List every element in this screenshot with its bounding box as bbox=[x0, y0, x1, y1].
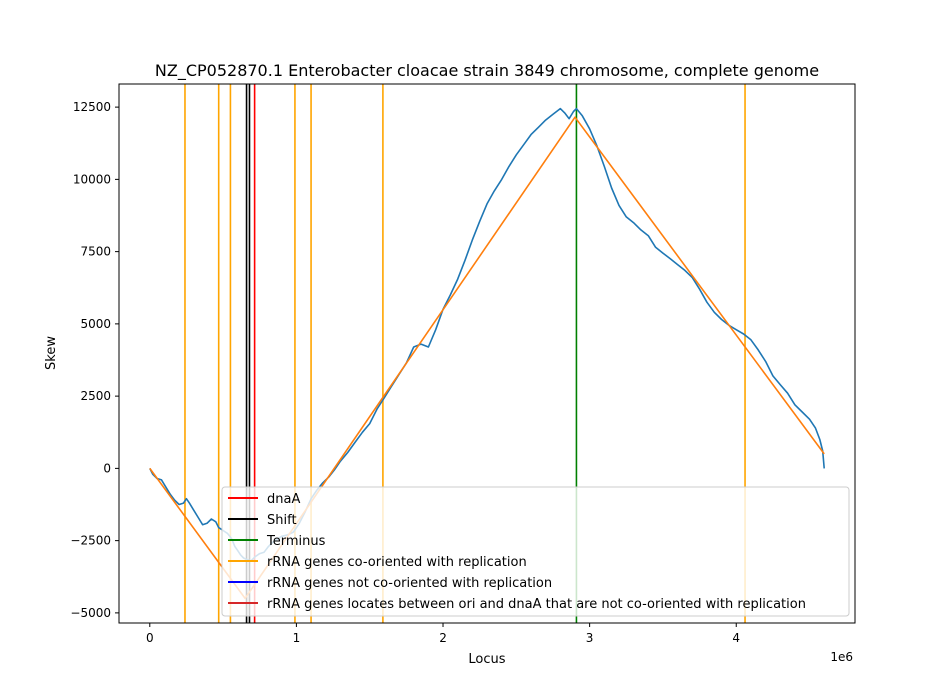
y-axis-ticks: −5000 −2500 0 2500 5000 7500 10000 12500 bbox=[70, 100, 119, 620]
legend-label: rRNA genes locates between ori and dnaA … bbox=[267, 597, 806, 612]
chart-title: NZ_CP052870.1 Enterobacter cloacae strai… bbox=[155, 61, 819, 81]
y-tick-label: 7500 bbox=[80, 245, 111, 259]
legend-label: dnaA bbox=[267, 492, 300, 507]
x-tick-label: 4 bbox=[732, 631, 740, 645]
plot-frame bbox=[118, 83, 856, 624]
legend-label: Shift bbox=[267, 513, 297, 528]
x-tick-label: 3 bbox=[586, 631, 594, 645]
y-tick-label: 2500 bbox=[80, 389, 111, 403]
x-tick-label: 1 bbox=[293, 631, 301, 645]
legend: dnaA Shift Terminus rRNA genes co-oriented … bbox=[221, 486, 850, 617]
fit-line bbox=[149, 116, 825, 600]
y-tick-label: 10000 bbox=[73, 172, 111, 186]
x-tick-label: 0 bbox=[146, 631, 154, 645]
y-tick-label: 12500 bbox=[73, 100, 111, 114]
x-axis-offset-label: 1e6 bbox=[830, 650, 853, 664]
legend-label: Terminus bbox=[266, 534, 326, 549]
y-tick-label: −5000 bbox=[70, 606, 111, 620]
legend-label: rRNA genes not co-oriented with replicat… bbox=[267, 576, 552, 591]
y-tick-label: 0 bbox=[103, 461, 111, 475]
y-axis-label: Skew bbox=[44, 336, 59, 370]
x-tick-label: 2 bbox=[439, 631, 447, 645]
x-axis-label: Locus bbox=[468, 652, 505, 667]
legend-label: rRNA genes co-oriented with replication bbox=[267, 555, 527, 570]
y-tick-label: −2500 bbox=[70, 534, 111, 548]
y-tick-label: 5000 bbox=[80, 317, 111, 331]
legend-box bbox=[221, 486, 850, 617]
x-axis-ticks: 0 1 2 3 4 bbox=[146, 623, 740, 645]
